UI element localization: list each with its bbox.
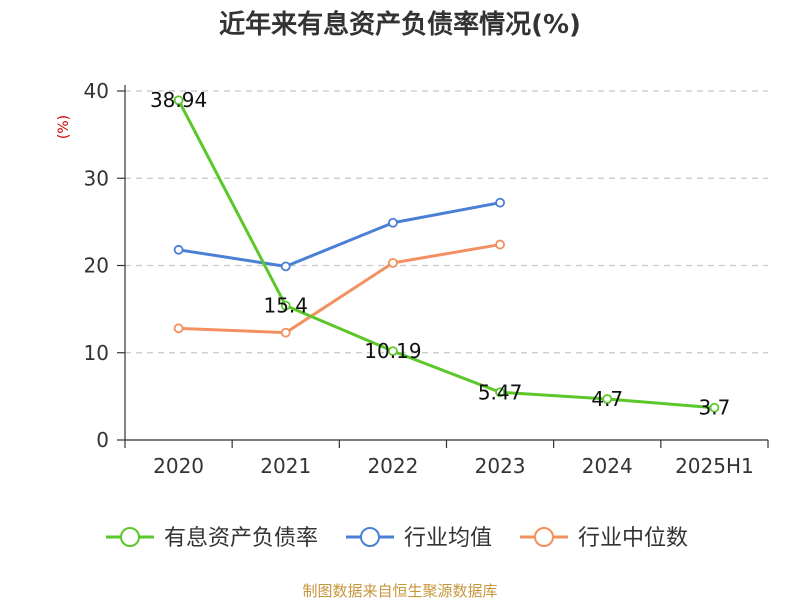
series-line — [178, 243, 501, 335]
data-point[interactable] — [602, 394, 613, 404]
data-point[interactable] — [173, 323, 184, 334]
chart-title: 近年来有息资产负债率情况(%) — [219, 9, 581, 40]
y-tick-label: 30 — [84, 166, 109, 190]
data-label: 4.7 — [591, 387, 623, 411]
data-point[interactable] — [495, 197, 505, 208]
data-point[interactable] — [280, 300, 291, 311]
series-lines — [173, 95, 720, 413]
legend-item[interactable]: 有息资产负债率 — [106, 526, 318, 551]
source-note: 制图数据来自恒生聚源数据库 — [302, 582, 497, 600]
x-tick-label: 2024 — [582, 454, 633, 478]
legend-item[interactable]: 行业均值 — [346, 526, 492, 551]
data-point[interactable] — [280, 261, 291, 272]
legend[interactable]: 有息资产负债率 行业均值 行业中位数 — [106, 526, 688, 551]
legend-item[interactable]: 行业中位数 — [520, 526, 688, 551]
x-tick-label: 2022 — [367, 454, 418, 478]
legend-marker — [534, 527, 554, 547]
y-tick-label: 20 — [84, 254, 109, 278]
x-tick-label: 2021 — [260, 454, 311, 478]
x-tick-label: 2020 — [153, 454, 204, 478]
legend-label: 行业均值 — [404, 526, 492, 551]
data-point[interactable] — [388, 217, 398, 228]
data-point[interactable] — [173, 95, 184, 106]
data-point[interactable] — [173, 244, 184, 255]
grid-lines — [125, 90, 768, 354]
data-point[interactable] — [388, 257, 398, 268]
data-point[interactable] — [495, 387, 505, 398]
x-tick-label: 2025H1 — [675, 454, 754, 478]
data-label: 15.4 — [263, 294, 308, 318]
data-point[interactable] — [388, 346, 398, 356]
data-label: 10.19 — [364, 339, 421, 363]
x-tick-label: 2023 — [475, 454, 526, 478]
y-tick-label: 0 — [96, 428, 109, 452]
series-line — [177, 99, 715, 410]
axes: 0 10 20 30 40 2020 2021 2022 2023 2024 2025H1 — [84, 79, 769, 478]
data-point[interactable] — [709, 402, 720, 413]
data-label: 3.7 — [699, 396, 731, 420]
legend-label: 有息资产负债率 — [164, 526, 318, 551]
legend-marker — [120, 527, 140, 547]
data-point[interactable] — [495, 239, 505, 250]
legend-label: 行业中位数 — [578, 526, 688, 551]
legend-marker — [360, 527, 380, 547]
y-axis-label: (%) — [56, 115, 72, 139]
series-line — [178, 201, 501, 268]
data-label: 38.94 — [150, 88, 207, 112]
data-point[interactable] — [280, 327, 291, 338]
y-tick-label: 10 — [84, 341, 109, 365]
y-tick-label: 40 — [84, 79, 109, 103]
data-labels: 38.94 15.4 10.19 5.47 4.7 3.7 — [150, 88, 730, 419]
data-label: 5.47 — [478, 380, 523, 404]
